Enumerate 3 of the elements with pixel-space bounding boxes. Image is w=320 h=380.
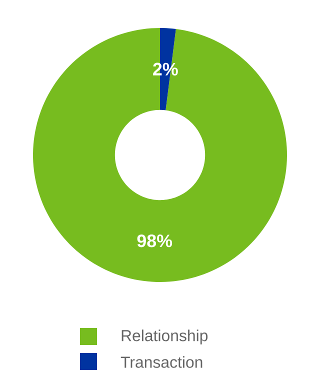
data-label: 98%: [137, 234, 172, 248]
legend-label: Relationship: [122, 330, 208, 344]
legend-label: Transaction: [120, 356, 202, 368]
